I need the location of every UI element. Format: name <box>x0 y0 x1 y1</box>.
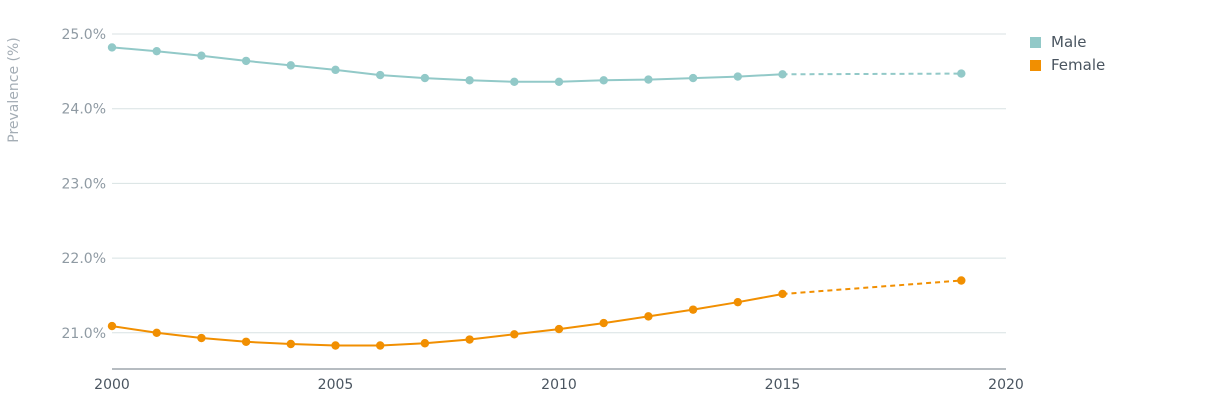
male-data-point <box>286 61 295 70</box>
female-data-point <box>778 289 787 299</box>
x-tick-label: 2020 <box>988 377 1024 393</box>
y-tick-label: 21.0% <box>62 326 106 342</box>
male-projection-point <box>957 69 966 78</box>
male-data-point <box>420 73 430 83</box>
male-data-point <box>241 56 251 66</box>
female-data-point <box>688 305 698 314</box>
x-tick-label: 2015 <box>765 377 801 393</box>
female-data-point <box>331 341 340 350</box>
female-data-point <box>107 321 117 331</box>
series-lines <box>107 43 966 350</box>
female-legend-swatch <box>1030 60 1041 71</box>
male-data-point <box>688 73 698 83</box>
female-data-point <box>420 339 430 348</box>
female-data-point <box>197 333 206 343</box>
y-tick-label: 25.0% <box>62 27 106 43</box>
male-data-point <box>599 76 608 85</box>
female-data-point <box>510 330 519 339</box>
axes: Prevalence (%) 21.0% 22.0% 23.0% 24.0% 25.0%… <box>6 27 1024 393</box>
male-data-point <box>554 77 564 87</box>
male-data-point <box>152 46 161 56</box>
female-data-point <box>152 328 161 337</box>
x-tick-label: 2010 <box>541 377 577 393</box>
x-tick-label: 2000 <box>94 377 130 393</box>
legend: Male Female <box>1030 33 1105 74</box>
gridlines <box>112 33 1006 334</box>
y-tick-label: 24.0% <box>62 102 106 118</box>
female-data-point <box>599 318 608 328</box>
female-data-point <box>286 339 295 349</box>
female-data-point <box>644 312 653 321</box>
male-data-point <box>733 72 742 81</box>
female-data-point <box>241 337 251 346</box>
female-data-point <box>376 341 385 350</box>
y-axis-title: Prevalence (%) <box>6 37 22 143</box>
male-data-point <box>465 76 474 85</box>
male-data-point <box>197 51 206 60</box>
male-series-line <box>111 46 783 83</box>
female-projection-line <box>782 279 962 295</box>
y-tick-label: 22.0% <box>62 251 106 267</box>
female-legend-label: Female <box>1051 56 1105 74</box>
x-tick-label: 2005 <box>318 377 354 393</box>
male-data-point <box>331 65 340 75</box>
female-data-point <box>465 335 474 344</box>
male-data-point <box>107 43 117 52</box>
male-data-point <box>644 75 653 84</box>
male-data-point <box>376 70 385 80</box>
male-projection-line <box>782 72 962 76</box>
female-data-point <box>554 324 564 334</box>
male-data-point <box>510 77 519 87</box>
male-legend-label: Male <box>1051 33 1087 51</box>
female-data-point <box>733 297 742 307</box>
male-data-point <box>778 70 787 79</box>
male-legend-swatch <box>1030 37 1041 48</box>
female-projection-point <box>957 276 966 285</box>
y-tick-label: 23.0% <box>62 176 106 192</box>
female-series-line <box>111 293 783 347</box>
